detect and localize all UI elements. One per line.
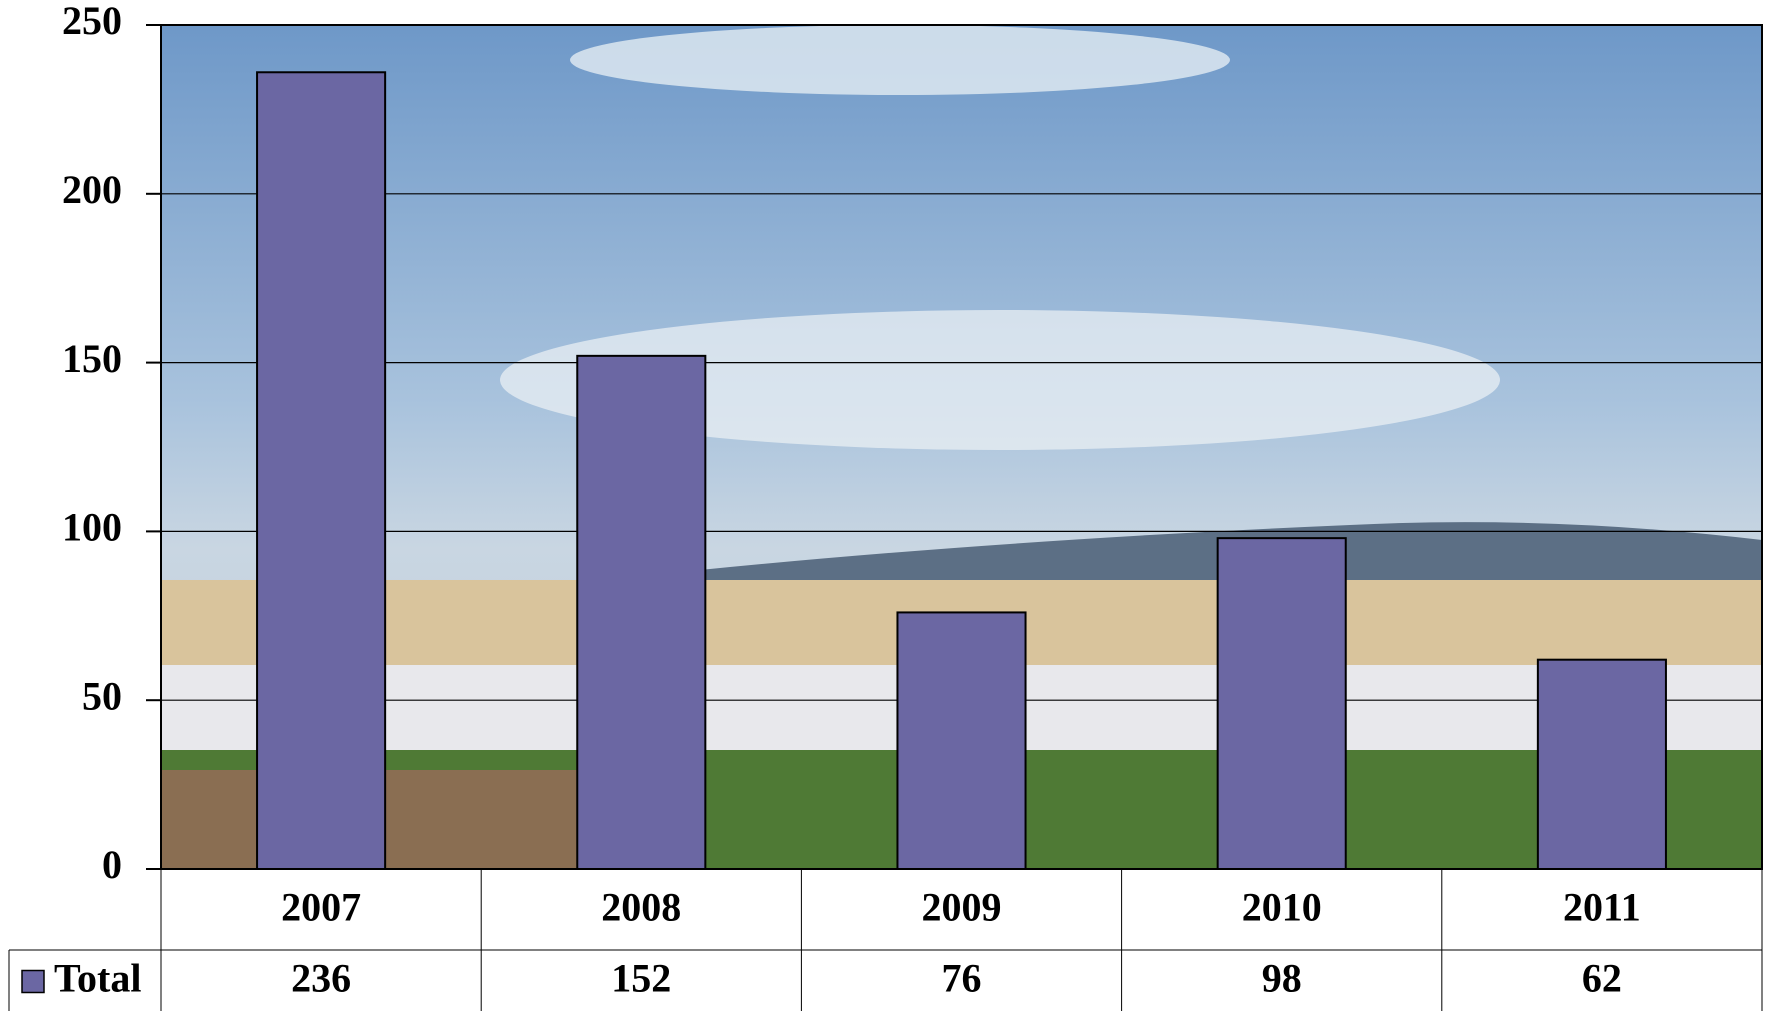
table-value: 62 <box>1582 956 1622 1001</box>
legend-swatch <box>21 969 45 994</box>
plot-frame <box>160 24 1763 870</box>
table-value: 98 <box>1262 956 1302 1001</box>
bars <box>256 71 1667 871</box>
bar <box>1216 537 1347 870</box>
y-tick-label: 0 <box>102 842 122 887</box>
x-tick-label: 2009 <box>922 885 1002 930</box>
table-value: 152 <box>611 956 671 1001</box>
y-tick-label: 250 <box>62 0 122 43</box>
y-tick-label: 200 <box>62 167 122 212</box>
x-tick-label: 2010 <box>1242 885 1322 930</box>
x-tick-label: 2011 <box>1563 885 1641 930</box>
y-tick-label: 150 <box>62 336 122 381</box>
bar <box>896 611 1027 870</box>
table-value: 236 <box>291 956 351 1001</box>
bar <box>576 354 707 870</box>
legend-label: Total <box>54 956 141 1001</box>
x-tick-label: 2008 <box>601 885 681 930</box>
data-table: 2007 2008 2009 2010 2011 Total 236 152 76 98 62 <box>8 869 1763 1011</box>
y-tick-label: 50 <box>82 673 122 718</box>
table-value: 76 <box>942 956 982 1001</box>
bar <box>1536 658 1667 870</box>
x-tick-label: 2007 <box>281 885 361 930</box>
bar <box>256 71 387 871</box>
y-tick-label: 100 <box>62 505 122 550</box>
